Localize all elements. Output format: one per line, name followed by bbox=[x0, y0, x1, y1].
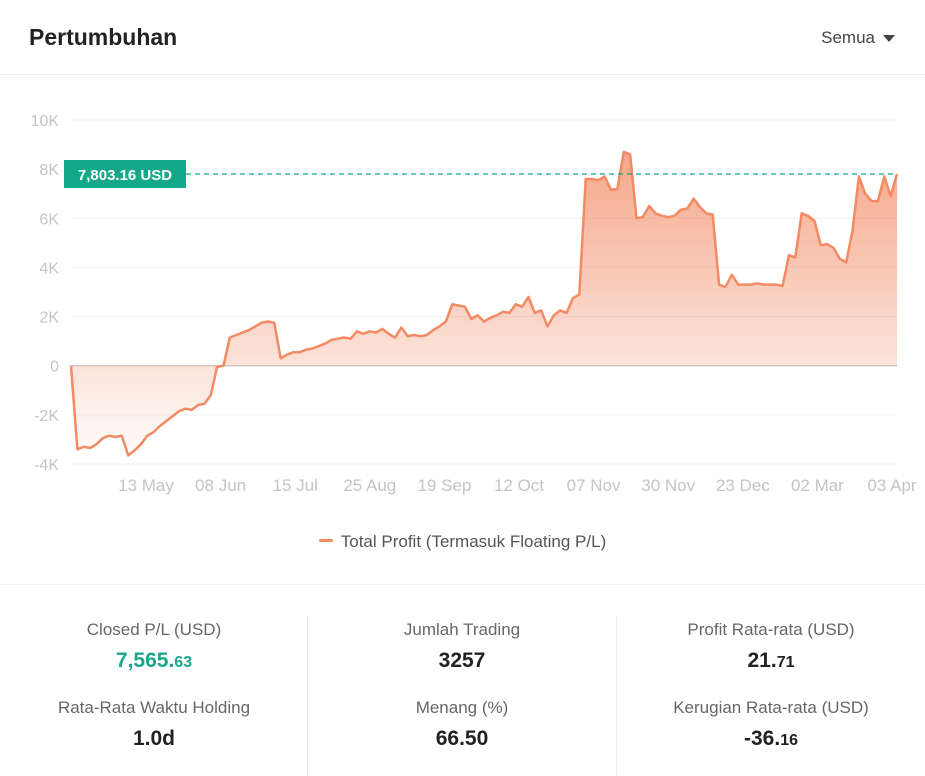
series-line bbox=[69, 150, 899, 457]
column-divider bbox=[307, 615, 308, 776]
stats-column-1: Closed P/L (USD) 7,565.63 Rata-Rata Wakt… bbox=[0, 615, 308, 776]
column-divider bbox=[616, 615, 617, 776]
y-tick-label: 8K bbox=[39, 162, 59, 179]
x-tick-label: 07 Nov bbox=[567, 476, 621, 495]
page-title: Pertumbuhan bbox=[29, 24, 178, 50]
stat-closed-pl: Closed P/L (USD) 7,565.63 bbox=[0, 619, 308, 676]
x-tick-label: 02 Mar bbox=[791, 476, 844, 495]
stat-label: Closed P/L (USD) bbox=[86, 620, 222, 639]
y-tick-label: 6K bbox=[39, 211, 59, 228]
y-tick-label: -2K bbox=[34, 408, 59, 425]
y-tick-label: -4K bbox=[34, 457, 59, 474]
stat-value: 1.0d bbox=[132, 727, 176, 750]
stat-value: 21.71 bbox=[617, 648, 925, 676]
stat-win-rate: Menang (%) 66.50 bbox=[308, 697, 616, 752]
stat-value-decimal: 63 bbox=[174, 654, 193, 671]
current-value-label: 7,803.16 USD bbox=[78, 167, 172, 184]
x-tick-label: 25 Aug bbox=[343, 476, 396, 495]
y-tick-label: 4K bbox=[39, 260, 59, 277]
stat-avg-profit: Profit Rata-rata (USD) 21.71 bbox=[617, 619, 925, 676]
card-header: Pertumbuhan Semua bbox=[0, 0, 925, 75]
stat-value: 7,565.63 bbox=[0, 648, 308, 676]
stat-label: Kerugian Rata-rata (USD) bbox=[673, 698, 869, 717]
stat-label: Menang (%) bbox=[415, 698, 509, 717]
current-value-badge bbox=[64, 159, 186, 188]
stat-value-decimal: 71 bbox=[776, 654, 795, 671]
chevron-down-icon bbox=[883, 34, 895, 42]
section-divider bbox=[0, 584, 925, 585]
x-tick-label: 19 Sep bbox=[417, 476, 471, 495]
x-tick-label: 03 Apr bbox=[867, 476, 916, 495]
stat-avg-holding: Rata-Rata Waktu Holding 1.0d bbox=[0, 697, 308, 752]
period-filter-dropdown[interactable]: Semua bbox=[821, 28, 895, 48]
chart-legend[interactable]: Total Profit (Termasuk Floating P/L) bbox=[0, 532, 925, 552]
legend-label: Total Profit (Termasuk Floating P/L) bbox=[340, 532, 607, 551]
stat-label: Rata-Rata Waktu Holding bbox=[57, 698, 251, 717]
stats-column-3: Profit Rata-rata (USD) 21.71 Kerugian Ra… bbox=[617, 615, 925, 776]
legend-line-icon bbox=[318, 539, 333, 543]
growth-chart: -4K -2K 0 2K 4K 6K 8K 10K 13 May 08 Jun 15 Jul 25 A… bbox=[31, 113, 917, 495]
period-filter-label: Semua bbox=[821, 28, 875, 47]
x-tick-label: 30 Nov bbox=[641, 476, 695, 495]
x-tick-label: 12 Oct bbox=[494, 476, 544, 495]
x-tick-label: 15 Jul bbox=[273, 476, 318, 495]
stat-value-integer: -36. bbox=[744, 727, 781, 750]
stat-value-integer: 7,565. bbox=[115, 649, 175, 672]
x-tick-label: 08 Jun bbox=[195, 476, 246, 495]
y-tick-label: 2K bbox=[39, 310, 59, 327]
stat-value-integer: 21. bbox=[747, 649, 777, 672]
stat-value: -36.16 bbox=[617, 726, 925, 754]
stat-label: Jumlah Trading bbox=[403, 620, 521, 639]
x-tick-label: 13 May bbox=[118, 476, 174, 495]
x-tick-label: 23 Dec bbox=[716, 476, 770, 495]
stat-avg-loss: Kerugian Rata-rata (USD) -36.16 bbox=[617, 697, 925, 754]
stats-column-2: Jumlah Trading 3257 Menang (%) 66.50 bbox=[308, 615, 616, 776]
stat-value-decimal: 16 bbox=[780, 732, 798, 749]
stat-trades: Jumlah Trading 3257 bbox=[308, 619, 616, 674]
stat-value: 3257 bbox=[438, 649, 486, 672]
y-tick-label: 0 bbox=[50, 359, 59, 376]
y-tick-label: 10K bbox=[31, 113, 60, 130]
stat-value: 66.50 bbox=[435, 727, 489, 750]
area-fill bbox=[71, 151, 897, 456]
stat-label: Profit Rata-rata (USD) bbox=[687, 620, 855, 639]
stats-panel: Closed P/L (USD) 7,565.63 Rata-Rata Wakt… bbox=[0, 615, 925, 776]
